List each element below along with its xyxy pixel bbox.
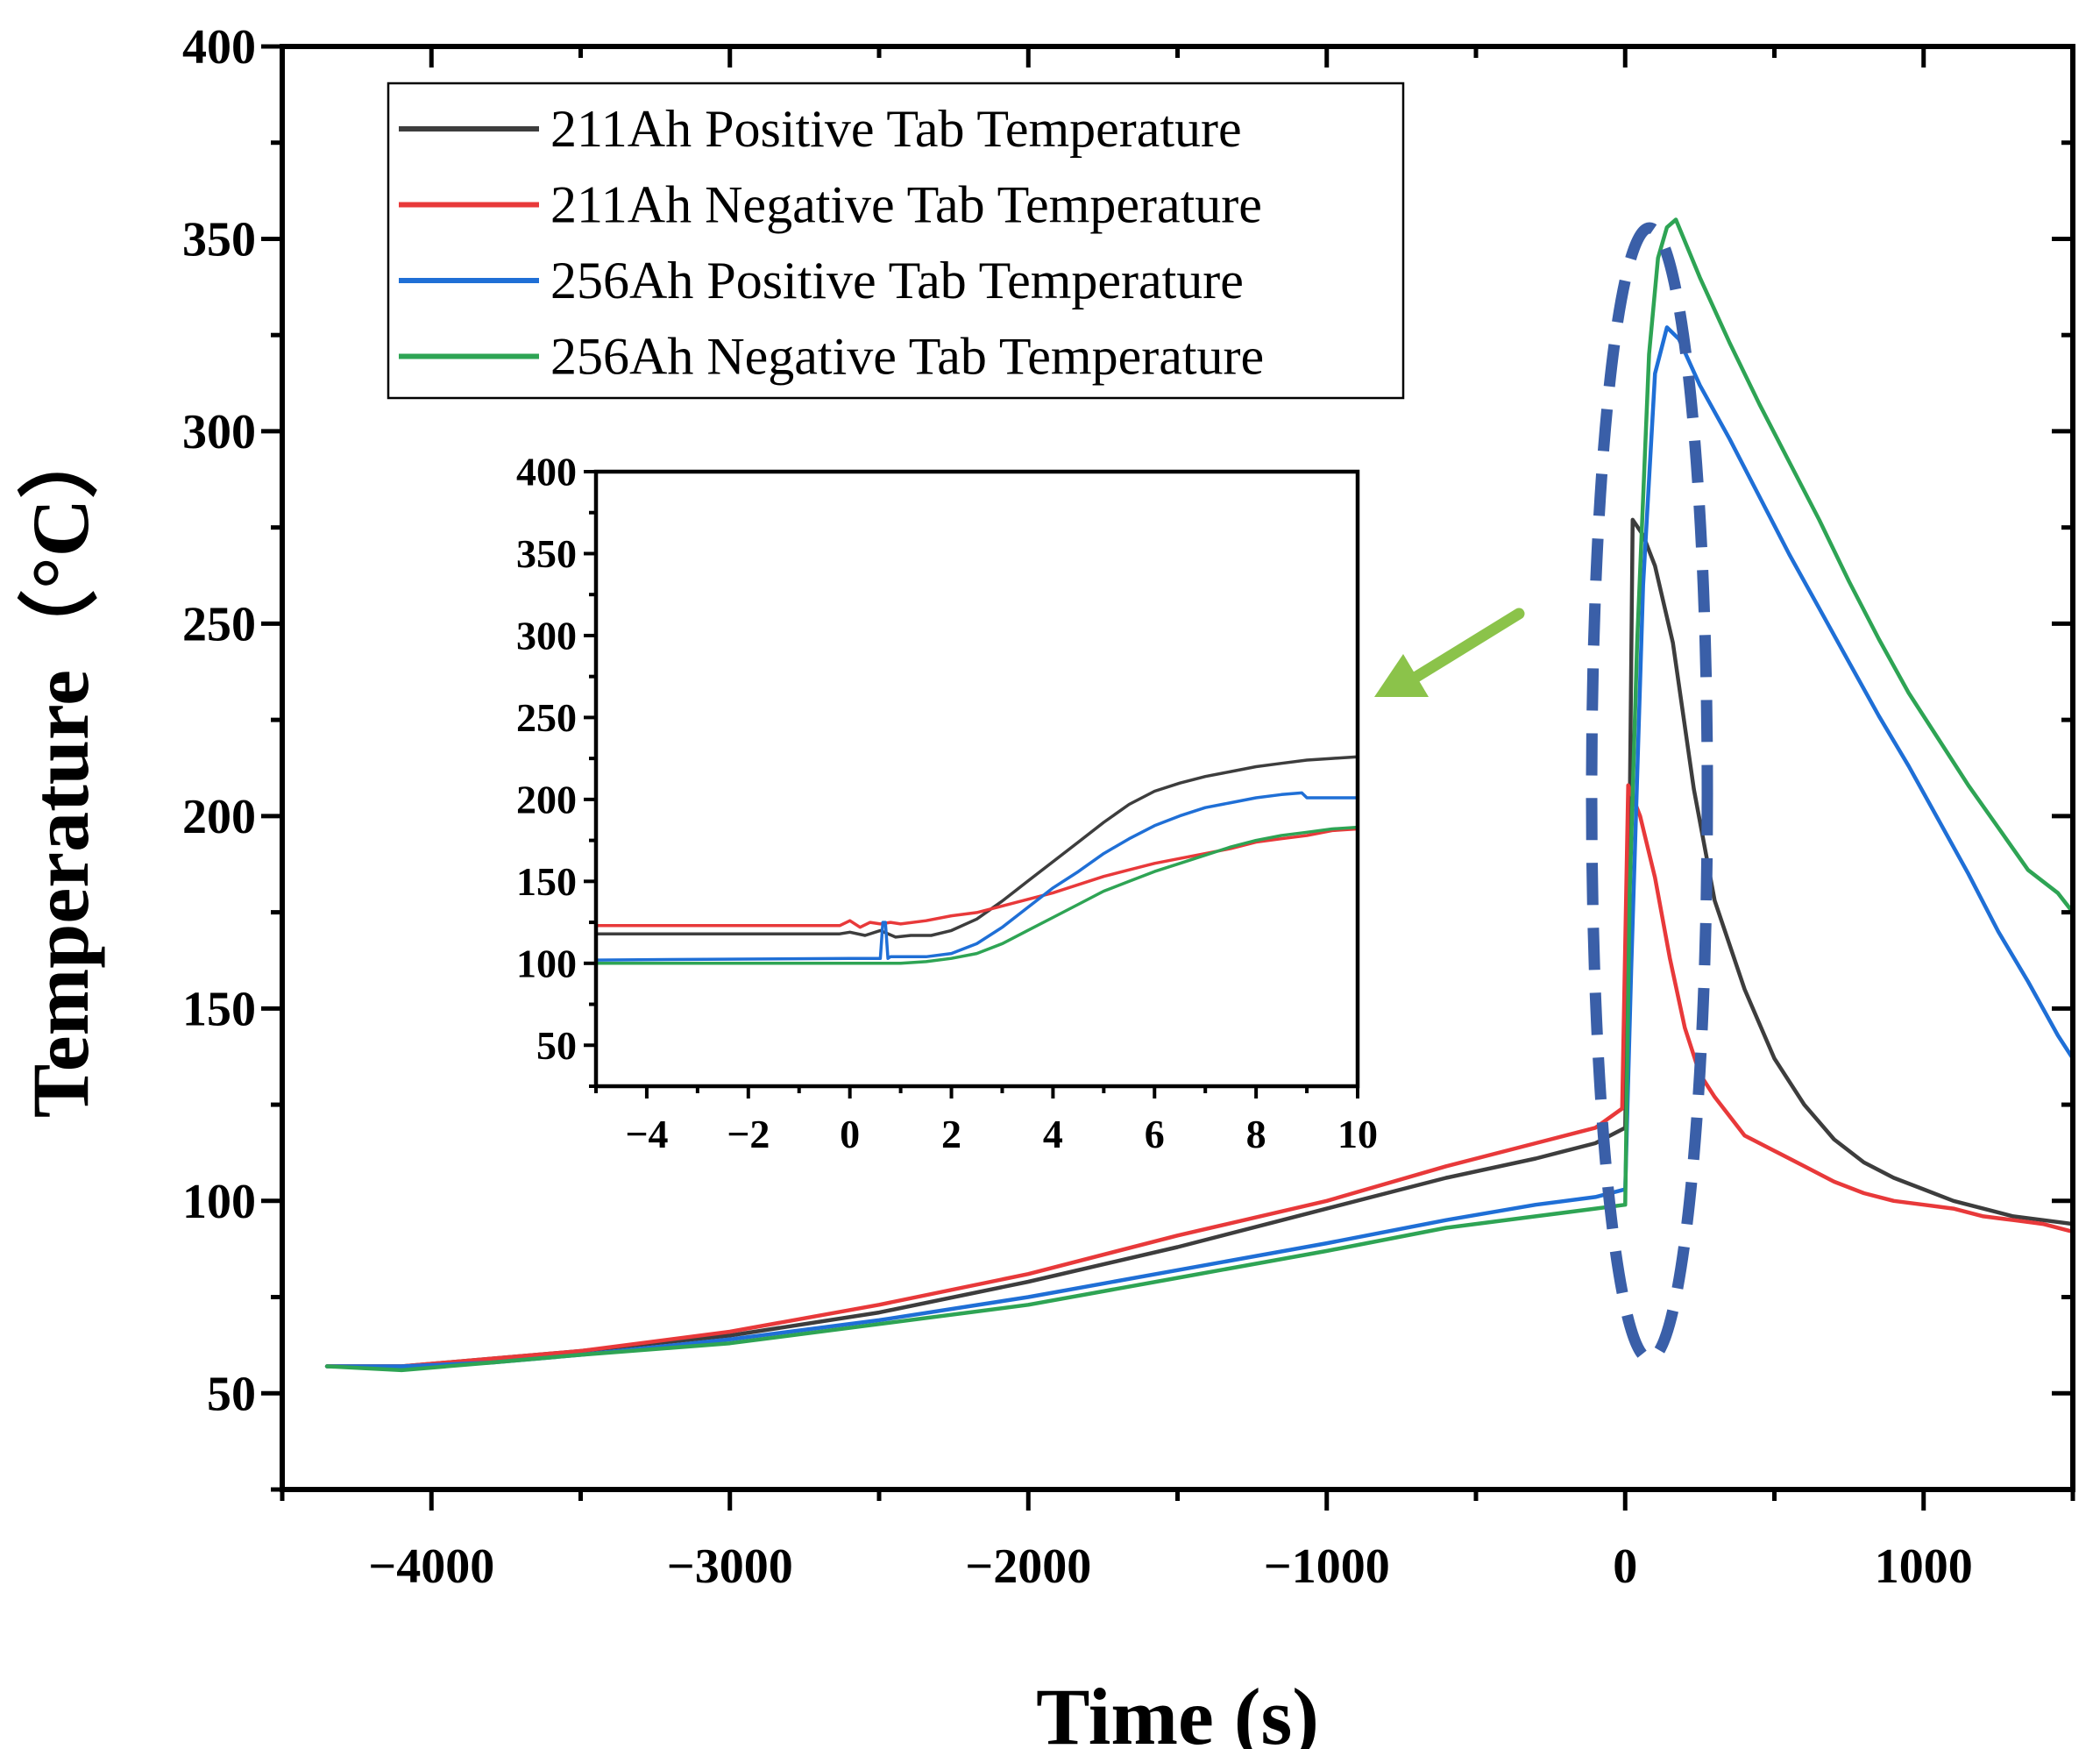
inset-x-tick-label: 2 — [941, 1112, 961, 1156]
main-y-tick-label: 250 — [182, 597, 256, 651]
main-series-line-1 — [324, 783, 2073, 1369]
inset-y-tick-label: 300 — [516, 614, 577, 658]
inset-series-line-2 — [596, 791, 1358, 962]
highlight-ellipse — [1586, 222, 1713, 1365]
inset-y-tick-label: 50 — [536, 1023, 577, 1068]
main-panel: −4000 −3000 −2000 −1000 0 1000501001502002503… — [16, 20, 2075, 1749]
main-y-axis-title: Temperature（°C） — [16, 418, 105, 1118]
inset-y-tick-label: 100 — [516, 941, 577, 985]
inset-series-line-3 — [596, 825, 1358, 965]
inset-panel: −4 −2 0 2 4 6 8 10 50 100 150 200 250 300 350 400 — [516, 450, 1378, 1156]
inset-y-tick-label: 350 — [516, 531, 577, 576]
main-x-tick-label: −1000 — [1264, 1539, 1390, 1594]
main-y-tick-label: 300 — [182, 405, 256, 459]
main-x-tick-label: −4000 — [368, 1539, 494, 1594]
legend-label-2: 256Ah Positive Tab Temperature — [550, 252, 1244, 309]
main-x-tick-label: −3000 — [667, 1539, 793, 1594]
main-series-line-3 — [324, 217, 2073, 1373]
inset-plot-background — [596, 472, 1358, 1086]
main-y-tick-label: 200 — [182, 790, 256, 844]
main-x-tick-label: 0 — [1613, 1539, 1637, 1594]
inset-x-tick-label: −2 — [727, 1112, 770, 1156]
main-y-tick-label: 400 — [182, 20, 256, 75]
inset-y-tick-label: 200 — [516, 778, 577, 822]
main-y-tick-label: 350 — [182, 213, 256, 267]
main-x-tick-label: 1000 — [1875, 1539, 1973, 1594]
inset-plot-frame — [593, 469, 1360, 1089]
inset-x-tick-label: 6 — [1145, 1112, 1165, 1156]
inset-series-line-0 — [596, 755, 1358, 939]
main-series-line-0 — [324, 517, 2073, 1369]
inset-x-tick-label: 8 — [1246, 1112, 1266, 1156]
arrow-head — [1374, 654, 1429, 697]
main-x-axis-title: Time (s) — [1036, 1672, 1319, 1749]
inset-x-tick-label: 10 — [1337, 1112, 1378, 1156]
main-y-tick-label: 150 — [182, 982, 256, 1036]
inset-x-tick-label: 4 — [1043, 1112, 1063, 1156]
legend-label-1: 211Ah Negative Tab Temperature — [550, 176, 1262, 234]
legend-label-0: 211Ah Positive Tab Temperature — [550, 100, 1242, 158]
main-x-tick-label: −2000 — [965, 1539, 1091, 1594]
legend-label-3: 256Ah Negative Tab Temperature — [550, 328, 1264, 386]
main-y-tick-label: 50 — [207, 1367, 256, 1421]
arrow-shaft — [1410, 608, 1525, 683]
inset-y-tick-label: 250 — [516, 695, 577, 740]
legend-box — [387, 82, 1405, 400]
main-series-line-2 — [324, 325, 2073, 1369]
inset-y-tick-label: 400 — [516, 450, 577, 494]
legend: 211Ah Positive Tab Temperature 211Ah Nega… — [387, 82, 1405, 400]
inset-series-group — [596, 755, 1358, 965]
main-series-group — [324, 217, 2073, 1373]
inset-y-tick-label: 150 — [516, 859, 577, 904]
inset-x-tick-label: 0 — [840, 1112, 860, 1156]
inset-x-tick-label: −4 — [625, 1112, 668, 1156]
main-y-tick-label: 100 — [182, 1175, 256, 1229]
